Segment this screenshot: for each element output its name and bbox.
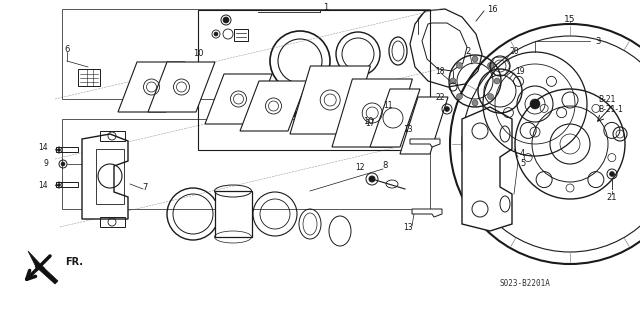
Polygon shape xyxy=(205,74,272,124)
Polygon shape xyxy=(148,62,215,112)
Text: 18: 18 xyxy=(435,66,445,76)
Circle shape xyxy=(450,78,456,84)
Polygon shape xyxy=(332,79,412,147)
Circle shape xyxy=(369,176,375,182)
Text: 3: 3 xyxy=(595,36,600,46)
Circle shape xyxy=(292,111,298,117)
Text: B-21: B-21 xyxy=(598,94,616,103)
Circle shape xyxy=(445,107,449,112)
Circle shape xyxy=(418,126,422,130)
Circle shape xyxy=(214,32,218,36)
Text: 19: 19 xyxy=(515,66,525,76)
Polygon shape xyxy=(28,251,58,284)
Text: 22: 22 xyxy=(435,93,445,101)
Circle shape xyxy=(609,172,614,176)
Text: 6: 6 xyxy=(64,44,70,54)
Text: 20: 20 xyxy=(510,47,520,56)
Circle shape xyxy=(374,136,378,140)
Polygon shape xyxy=(370,89,420,147)
Circle shape xyxy=(456,63,463,69)
Text: 10: 10 xyxy=(193,49,204,58)
Text: 1: 1 xyxy=(323,3,328,11)
Text: 13: 13 xyxy=(403,124,413,133)
Bar xyxy=(100,217,125,227)
Polygon shape xyxy=(215,191,252,237)
Circle shape xyxy=(58,183,61,187)
Bar xyxy=(96,149,124,204)
Polygon shape xyxy=(462,107,512,231)
Circle shape xyxy=(456,93,463,100)
Circle shape xyxy=(494,78,500,84)
Text: 14: 14 xyxy=(38,144,48,152)
Polygon shape xyxy=(290,66,371,134)
Circle shape xyxy=(223,17,229,23)
Polygon shape xyxy=(400,97,448,154)
Text: 4: 4 xyxy=(520,150,525,159)
Circle shape xyxy=(58,149,61,152)
Circle shape xyxy=(472,100,478,106)
Text: 10: 10 xyxy=(363,116,373,125)
Polygon shape xyxy=(82,134,128,219)
Text: FR.: FR. xyxy=(65,257,83,267)
Text: 5: 5 xyxy=(520,160,525,168)
Text: 7: 7 xyxy=(142,182,148,191)
Text: 8: 8 xyxy=(382,161,388,170)
Circle shape xyxy=(472,56,478,62)
Text: B-21-1: B-21-1 xyxy=(598,105,623,114)
Text: 12: 12 xyxy=(355,162,365,172)
Circle shape xyxy=(530,99,540,109)
Polygon shape xyxy=(412,209,442,217)
Circle shape xyxy=(61,162,65,166)
Text: 2: 2 xyxy=(465,47,470,56)
Bar xyxy=(100,131,125,141)
Text: 14: 14 xyxy=(38,181,48,189)
Text: 17: 17 xyxy=(365,120,375,129)
Polygon shape xyxy=(118,62,185,112)
Text: 13: 13 xyxy=(403,222,413,232)
Text: 16: 16 xyxy=(487,4,498,13)
Text: 11: 11 xyxy=(383,101,393,110)
Text: 15: 15 xyxy=(564,14,576,24)
Text: 21: 21 xyxy=(607,192,617,202)
Text: 9: 9 xyxy=(43,160,48,168)
Circle shape xyxy=(488,63,493,69)
Polygon shape xyxy=(240,81,307,131)
Bar xyxy=(198,10,430,150)
Polygon shape xyxy=(410,139,440,147)
Text: S023-B2201A: S023-B2201A xyxy=(500,279,551,288)
Circle shape xyxy=(488,93,493,100)
